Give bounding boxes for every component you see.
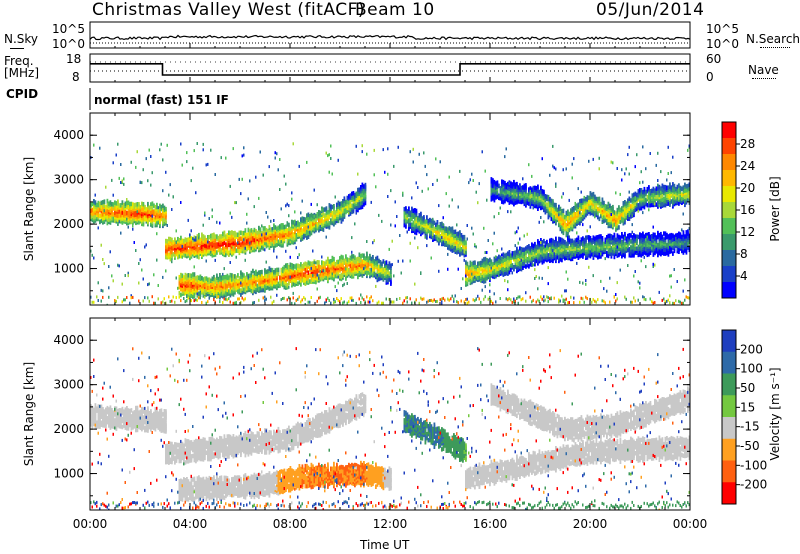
- colorbar-tick-label: 4: [740, 269, 748, 283]
- date-label: 05/Jun/2014: [596, 0, 705, 20]
- colorbar-swatch: [722, 438, 736, 461]
- ytick-label: 4000: [53, 128, 84, 142]
- colorbar-tick-label: 8: [740, 247, 748, 261]
- colorbar-tick-label: -200: [740, 478, 767, 492]
- colorbar-swatch: [722, 482, 736, 505]
- colorbar-swatch: [722, 170, 736, 187]
- colorbar-swatch: [722, 138, 736, 155]
- cpid-label: CPID: [6, 87, 39, 101]
- freq-label-line1: Freq.: [4, 54, 34, 68]
- colorbar-tick-label: -15: [740, 420, 760, 434]
- colorbar-swatch: [722, 330, 736, 353]
- axes: 1000 2000 3000 4000 1000 2000 3000 4000 00:00 04:…: [53, 43, 707, 531]
- power-ylabel: Slant Range [km]: [22, 156, 36, 262]
- colorbar-tick-label: 20: [740, 181, 755, 195]
- colorbar-tick-label: 28: [740, 137, 755, 151]
- nsky-trace: [89, 34, 691, 44]
- station-title: Christmas Valley West (fitACF): [92, 0, 366, 20]
- power-colorbar: 28 24 20 16 12 8 4: [721, 121, 755, 299]
- colorbar-swatch: [722, 202, 736, 219]
- nsearch-tick-top: 10^5: [706, 22, 739, 36]
- colorbar-swatch: [722, 395, 736, 418]
- freq-tick-bottom: 8: [72, 70, 80, 84]
- nave-tick-bottom: 0: [706, 70, 714, 84]
- frequency-trace: [90, 61, 690, 76]
- colorbar-swatch: [722, 186, 736, 203]
- power-colorbar-label: Power [dB]: [768, 176, 782, 242]
- colorbar-tick-label: -50: [740, 439, 760, 453]
- velocity-ylabel: Slant Range [km]: [22, 361, 36, 467]
- nsky-tick-bottom: 10^0: [52, 37, 85, 51]
- xtick-label: 12:00: [373, 517, 408, 531]
- nave-tick-top: 60: [706, 52, 722, 66]
- colorbar-swatch: [722, 250, 736, 267]
- xtick-label: 08:00: [273, 517, 308, 531]
- colorbar-tick-label: 100: [740, 362, 763, 376]
- nsky-tick-top: 10^5: [52, 22, 85, 36]
- colorbar-swatch: [722, 218, 736, 235]
- nsearch-tick-bottom: 10^0: [706, 37, 739, 51]
- nsearch-label: N.Search: [746, 32, 800, 46]
- freq-line: [90, 63, 690, 76]
- colorbar-tick-label: 16: [740, 203, 755, 217]
- colorbar-tick-label: 200: [740, 342, 763, 356]
- freq-tick-top: 18: [66, 52, 82, 66]
- xtick-label: 16:00: [473, 517, 508, 531]
- ytick-label: 3000: [53, 173, 84, 187]
- beam-label: Beam 10: [355, 0, 435, 20]
- colorbar-tick-label: 12: [740, 225, 755, 239]
- ytick-label: 4000: [53, 333, 84, 347]
- nave-label-underline: [752, 78, 776, 79]
- colorbar-tick-label: 24: [740, 159, 755, 173]
- colorbar-swatch: [722, 373, 736, 396]
- nsearch-label-underline: [760, 47, 790, 48]
- colorbar-tick-label: -100: [740, 458, 767, 472]
- velocity-colorbar: 200 100 50 15 -15 -50 -100 -200: [721, 329, 767, 505]
- colorbar-swatch: [722, 122, 736, 139]
- power-heatmap: [90, 142, 690, 305]
- nsky-line: [89, 34, 691, 41]
- ytick-label: 2000: [53, 217, 84, 231]
- ytick-label: 2000: [53, 422, 84, 436]
- freq-label-line2: [MHz]: [4, 66, 40, 80]
- xtick-label: 04:00: [173, 517, 208, 531]
- x-axis-title: Time UT: [360, 538, 410, 552]
- cpid-value: normal (fast) 151 IF: [94, 93, 229, 107]
- nsky-label: N.Sky: [4, 32, 39, 46]
- nave-label: Nave: [748, 63, 779, 77]
- nsky-label-underline: [10, 48, 24, 49]
- velocity-colorbar-label: Velocity [m s⁻¹]: [768, 367, 782, 461]
- colorbar-swatch: [722, 417, 736, 440]
- ytick-label: 1000: [53, 467, 84, 481]
- colorbar-swatch: [722, 154, 736, 171]
- colorbar-swatch: [722, 460, 736, 483]
- xtick-label: 00:00: [673, 517, 708, 531]
- velocity-heatmap: [90, 347, 690, 510]
- ytick-label: 3000: [53, 378, 84, 392]
- colorbar-swatch: [722, 282, 736, 299]
- ytick-label: 1000: [53, 262, 84, 276]
- xtick-label: 00:00: [73, 517, 108, 531]
- colorbar-swatch: [722, 234, 736, 251]
- colorbar-swatch: [722, 351, 736, 374]
- colorbar-swatch: [722, 266, 736, 283]
- colorbar-tick-label: 50: [740, 381, 755, 395]
- xtick-label: 20:00: [573, 517, 608, 531]
- colorbar-tick-label: 15: [740, 400, 755, 414]
